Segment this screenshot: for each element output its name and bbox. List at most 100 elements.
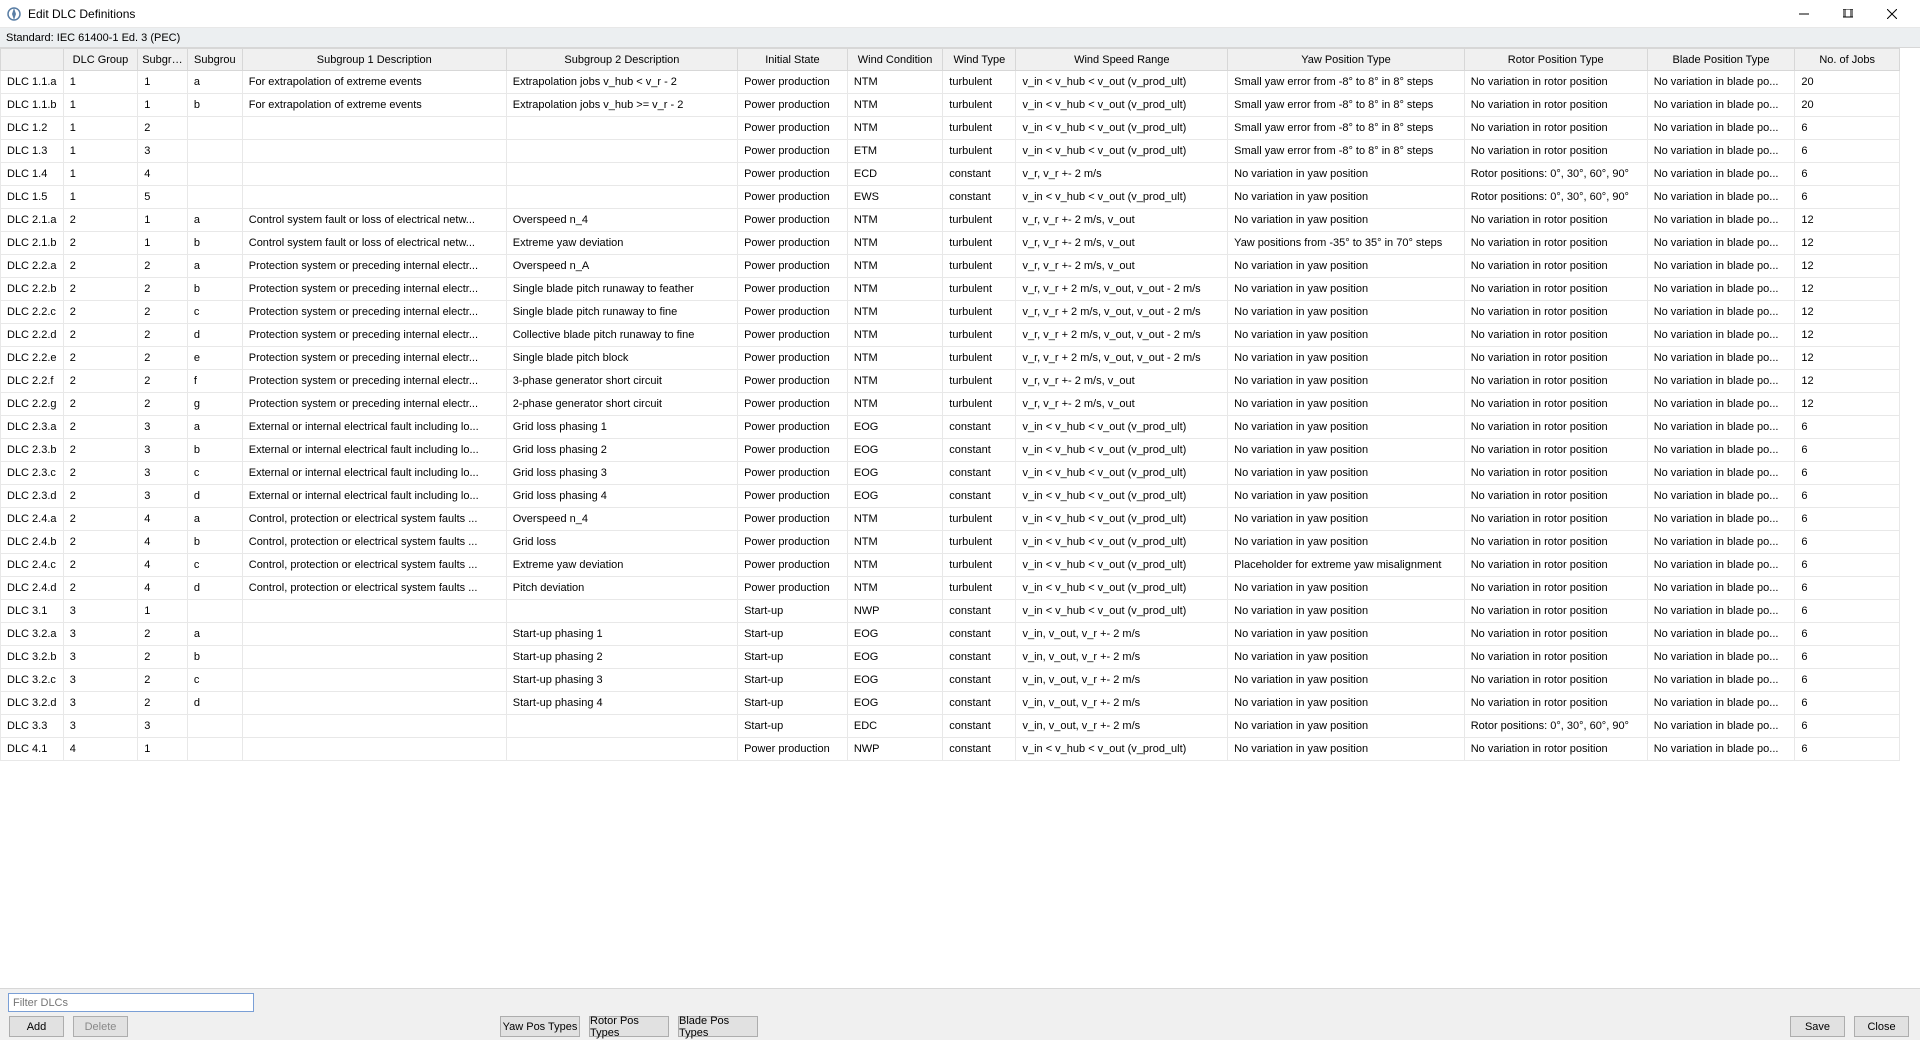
cell-rotorpos[interactable]: No variation in rotor position <box>1464 669 1647 692</box>
cell-s1desc[interactable]: Protection system or preceding internal … <box>242 393 506 416</box>
rotor-pos-types-button[interactable]: Rotor Pos Types <box>589 1016 669 1037</box>
cell-dlc[interactable]: DLC 1.2 <box>1 117 64 140</box>
cell-dlc[interactable]: DLC 2.2.f <box>1 370 64 393</box>
cell-yawpos[interactable]: No variation in yaw position <box>1228 738 1465 761</box>
cell-s2desc[interactable] <box>506 600 737 623</box>
cell-sub2[interactable]: a <box>187 508 242 531</box>
cell-sub2[interactable]: a <box>187 255 242 278</box>
delete-button[interactable]: Delete <box>73 1016 128 1037</box>
cell-sub1[interactable]: 3 <box>138 485 188 508</box>
cell-s2desc[interactable]: Start-up phasing 3 <box>506 669 737 692</box>
cell-njobs[interactable]: 6 <box>1795 715 1900 738</box>
cell-sub2[interactable]: d <box>187 324 242 347</box>
cell-dlc[interactable]: DLC 3.1 <box>1 600 64 623</box>
cell-sub1[interactable]: 4 <box>138 531 188 554</box>
cell-rotorpos[interactable]: No variation in rotor position <box>1464 71 1647 94</box>
cell-initstate[interactable]: Power production <box>738 531 848 554</box>
cell-bladepos[interactable]: No variation in blade po... <box>1647 140 1795 163</box>
cell-s1desc[interactable]: Protection system or preceding internal … <box>242 255 506 278</box>
table-scroll-area[interactable]: DLC GroupSubgrouSubgrouSubgroup 1 Descri… <box>0 48 1920 988</box>
cell-initstate[interactable]: Power production <box>738 439 848 462</box>
table-row[interactable]: DLC 1.1.a11aFor extrapolation of extreme… <box>1 71 1900 94</box>
cell-wspeed[interactable]: v_in < v_hub < v_out (v_prod_ult) <box>1016 508 1228 531</box>
cell-s2desc[interactable]: Grid loss phasing 3 <box>506 462 737 485</box>
cell-bladepos[interactable]: No variation in blade po... <box>1647 347 1795 370</box>
col-windcond[interactable]: Wind Condition <box>847 49 942 71</box>
cell-group[interactable]: 2 <box>63 485 137 508</box>
cell-rotorpos[interactable]: No variation in rotor position <box>1464 393 1647 416</box>
cell-s2desc[interactable]: Grid loss phasing 4 <box>506 485 737 508</box>
cell-s1desc[interactable] <box>242 163 506 186</box>
cell-dlc[interactable]: DLC 2.4.b <box>1 531 64 554</box>
cell-yawpos[interactable]: No variation in yaw position <box>1228 646 1465 669</box>
cell-njobs[interactable]: 6 <box>1795 577 1900 600</box>
cell-windtype[interactable]: turbulent <box>943 278 1016 301</box>
cell-windtype[interactable]: constant <box>943 485 1016 508</box>
cell-wspeed[interactable]: v_in < v_hub < v_out (v_prod_ult) <box>1016 738 1228 761</box>
cell-rotorpos[interactable]: No variation in rotor position <box>1464 117 1647 140</box>
table-row[interactable]: DLC 1.414Power productionECDconstantv_r,… <box>1 163 1900 186</box>
cell-wspeed[interactable]: v_in < v_hub < v_out (v_prod_ult) <box>1016 600 1228 623</box>
cell-sub1[interactable]: 4 <box>138 163 188 186</box>
cell-s1desc[interactable]: Protection system or preceding internal … <box>242 278 506 301</box>
table-row[interactable]: DLC 2.3.a23aExternal or internal electri… <box>1 416 1900 439</box>
cell-windcond[interactable]: EOG <box>847 692 942 715</box>
cell-yawpos[interactable]: No variation in yaw position <box>1228 278 1465 301</box>
cell-bladepos[interactable]: No variation in blade po... <box>1647 209 1795 232</box>
cell-bladepos[interactable]: No variation in blade po... <box>1647 623 1795 646</box>
cell-bladepos[interactable]: No variation in blade po... <box>1647 301 1795 324</box>
cell-windcond[interactable]: EOG <box>847 416 942 439</box>
cell-windcond[interactable]: NTM <box>847 301 942 324</box>
cell-dlc[interactable]: DLC 2.1.b <box>1 232 64 255</box>
cell-s1desc[interactable]: Control, protection or electrical system… <box>242 531 506 554</box>
cell-s1desc[interactable] <box>242 646 506 669</box>
cell-wspeed[interactable]: v_in < v_hub < v_out (v_prod_ult) <box>1016 439 1228 462</box>
cell-sub1[interactable]: 4 <box>138 554 188 577</box>
cell-wspeed[interactable]: v_in < v_hub < v_out (v_prod_ult) <box>1016 416 1228 439</box>
cell-group[interactable]: 2 <box>63 232 137 255</box>
cell-rotorpos[interactable]: No variation in rotor position <box>1464 439 1647 462</box>
cell-group[interactable]: 2 <box>63 347 137 370</box>
col-njobs[interactable]: No. of Jobs <box>1795 49 1900 71</box>
cell-rotorpos[interactable]: No variation in rotor position <box>1464 485 1647 508</box>
cell-windcond[interactable]: NTM <box>847 577 942 600</box>
cell-wspeed[interactable]: v_r, v_r + 2 m/s, v_out, v_out - 2 m/s <box>1016 347 1228 370</box>
cell-yawpos[interactable]: No variation in yaw position <box>1228 715 1465 738</box>
cell-initstate[interactable]: Power production <box>738 186 848 209</box>
cell-dlc[interactable]: DLC 3.2.d <box>1 692 64 715</box>
cell-s1desc[interactable]: External or internal electrical fault in… <box>242 439 506 462</box>
cell-njobs[interactable]: 12 <box>1795 370 1900 393</box>
cell-dlc[interactable]: DLC 2.2.a <box>1 255 64 278</box>
cell-windtype[interactable]: constant <box>943 692 1016 715</box>
cell-windtype[interactable]: constant <box>943 646 1016 669</box>
cell-bladepos[interactable]: No variation in blade po... <box>1647 439 1795 462</box>
cell-njobs[interactable]: 12 <box>1795 324 1900 347</box>
cell-windcond[interactable]: EOG <box>847 462 942 485</box>
cell-yawpos[interactable]: No variation in yaw position <box>1228 347 1465 370</box>
col-wspeed[interactable]: Wind Speed Range <box>1016 49 1228 71</box>
cell-windtype[interactable]: turbulent <box>943 255 1016 278</box>
cell-njobs[interactable]: 6 <box>1795 117 1900 140</box>
cell-sub1[interactable]: 2 <box>138 117 188 140</box>
cell-windcond[interactable]: EWS <box>847 186 942 209</box>
cell-rotorpos[interactable]: No variation in rotor position <box>1464 232 1647 255</box>
cell-rotorpos[interactable]: No variation in rotor position <box>1464 301 1647 324</box>
cell-s2desc[interactable]: Extreme yaw deviation <box>506 554 737 577</box>
cell-wspeed[interactable]: v_r, v_r +- 2 m/s, v_out <box>1016 209 1228 232</box>
cell-yawpos[interactable]: Small yaw error from -8° to 8° in 8° ste… <box>1228 94 1465 117</box>
cell-wspeed[interactable]: v_r, v_r + 2 m/s, v_out, v_out - 2 m/s <box>1016 324 1228 347</box>
cell-initstate[interactable]: Power production <box>738 462 848 485</box>
cell-sub1[interactable]: 2 <box>138 393 188 416</box>
cell-bladepos[interactable]: No variation in blade po... <box>1647 393 1795 416</box>
table-row[interactable]: DLC 2.1.a21aControl system fault or loss… <box>1 209 1900 232</box>
cell-windcond[interactable]: NTM <box>847 209 942 232</box>
cell-rotorpos[interactable]: No variation in rotor position <box>1464 554 1647 577</box>
cell-windcond[interactable]: NTM <box>847 508 942 531</box>
table-row[interactable]: DLC 2.2.g22gProtection system or precedi… <box>1 393 1900 416</box>
cell-yawpos[interactable]: Small yaw error from -8° to 8° in 8° ste… <box>1228 140 1465 163</box>
cell-s1desc[interactable]: Protection system or preceding internal … <box>242 370 506 393</box>
cell-wspeed[interactable]: v_r, v_r +- 2 m/s <box>1016 163 1228 186</box>
table-row[interactable]: DLC 2.4.b24bControl, protection or elect… <box>1 531 1900 554</box>
cell-yawpos[interactable]: No variation in yaw position <box>1228 439 1465 462</box>
cell-windtype[interactable]: turbulent <box>943 94 1016 117</box>
